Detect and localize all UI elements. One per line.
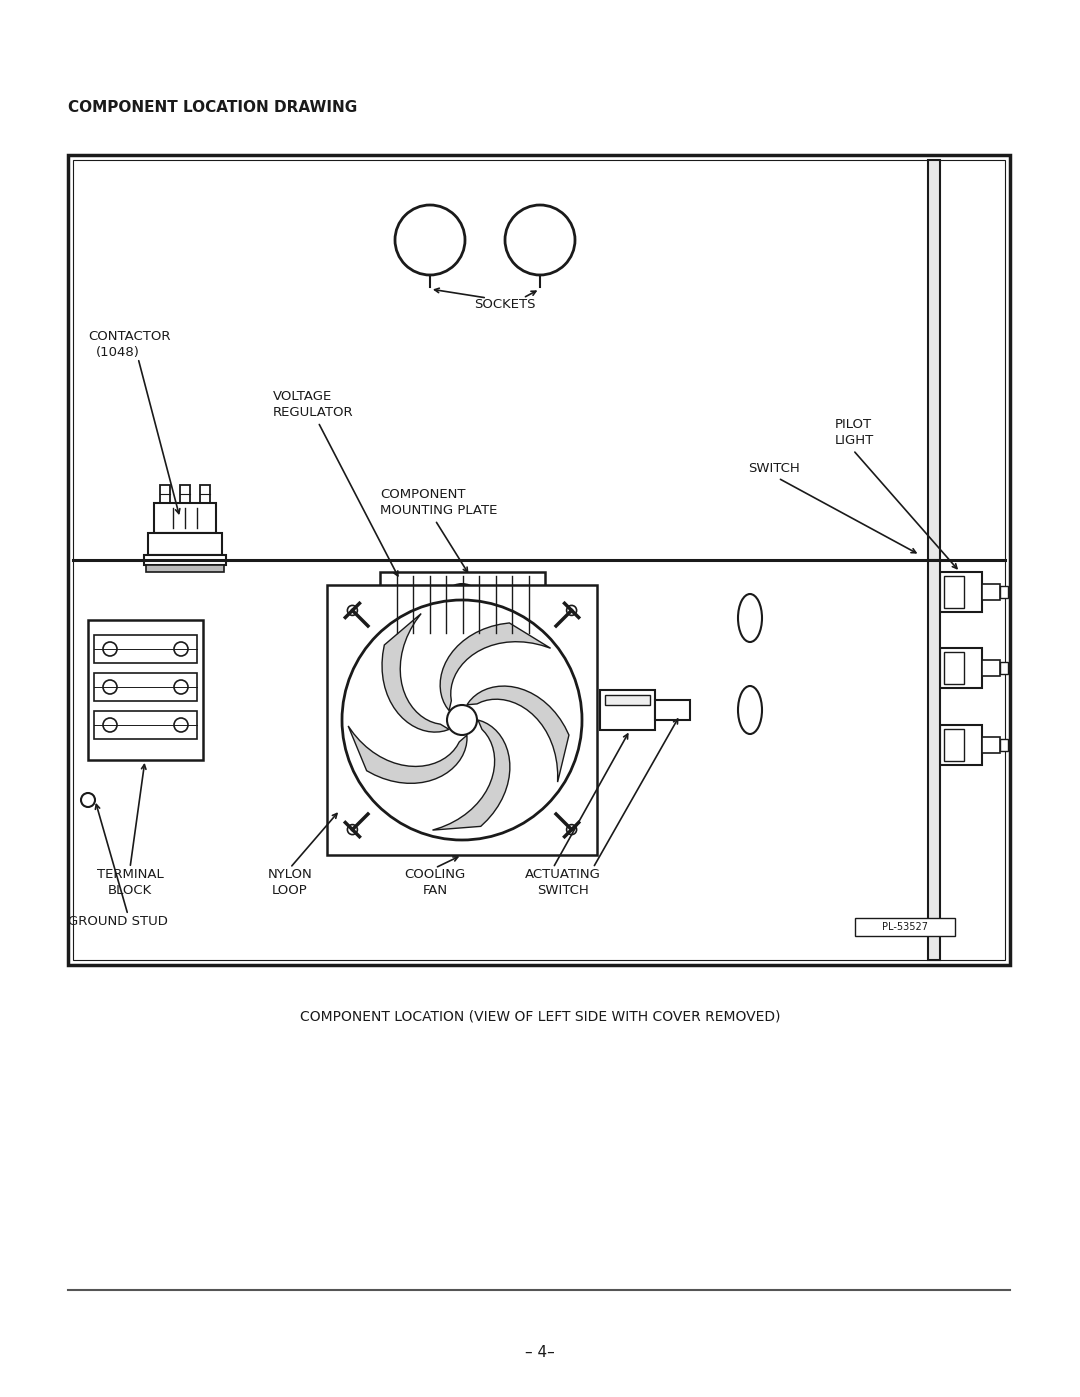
Circle shape — [103, 680, 117, 694]
Text: COOLING: COOLING — [404, 868, 465, 882]
Bar — [928, 560, 940, 960]
Text: PL-53527: PL-53527 — [882, 922, 928, 932]
Ellipse shape — [738, 594, 762, 643]
Circle shape — [174, 643, 188, 657]
Bar — [928, 161, 940, 560]
Text: COMPONENT: COMPONENT — [380, 488, 465, 502]
Text: SWITCH: SWITCH — [748, 462, 800, 475]
Bar — [94, 636, 197, 664]
Text: VOLTAGE: VOLTAGE — [273, 390, 333, 402]
Text: REGULATOR: REGULATOR — [273, 407, 353, 419]
Circle shape — [567, 605, 577, 616]
Bar — [160, 485, 170, 503]
Text: COMPONENT LOCATION DRAWING: COMPONENT LOCATION DRAWING — [68, 101, 357, 115]
Polygon shape — [432, 719, 510, 830]
Bar — [600, 690, 654, 731]
Bar — [1000, 739, 1008, 752]
Bar — [154, 503, 216, 534]
Bar — [605, 694, 650, 705]
Bar — [68, 155, 1010, 965]
Text: CONTACTOR: CONTACTOR — [87, 330, 171, 344]
Bar — [146, 564, 224, 571]
Bar — [940, 648, 982, 687]
Bar — [87, 620, 203, 760]
Bar — [73, 161, 1005, 960]
Text: NYLON: NYLON — [268, 868, 312, 882]
Circle shape — [567, 824, 577, 834]
Bar — [982, 584, 1000, 599]
Text: SOCKETS: SOCKETS — [474, 298, 536, 312]
Bar — [148, 534, 222, 555]
Bar — [944, 729, 964, 761]
Bar — [1000, 585, 1008, 598]
Bar — [944, 576, 964, 608]
Circle shape — [505, 205, 575, 275]
Bar — [94, 711, 197, 739]
Text: COMPONENT LOCATION (VIEW OF LEFT SIDE WITH COVER REMOVED): COMPONENT LOCATION (VIEW OF LEFT SIDE WI… — [300, 1010, 780, 1024]
Bar — [982, 738, 1000, 753]
Bar — [94, 673, 197, 701]
Text: (1048): (1048) — [96, 346, 140, 359]
Circle shape — [348, 605, 357, 616]
Circle shape — [447, 705, 477, 735]
Bar — [944, 652, 964, 685]
Bar — [855, 918, 955, 936]
Polygon shape — [348, 726, 467, 784]
Circle shape — [348, 824, 357, 834]
Text: SWITCH: SWITCH — [537, 884, 589, 897]
Bar — [940, 725, 982, 766]
Text: BLOCK: BLOCK — [108, 884, 152, 897]
Bar — [200, 485, 210, 503]
Polygon shape — [382, 613, 449, 732]
Bar — [982, 659, 1000, 676]
Polygon shape — [441, 623, 551, 711]
Text: LIGHT: LIGHT — [835, 434, 874, 447]
Bar — [180, 485, 190, 503]
Circle shape — [442, 584, 482, 624]
Bar — [940, 571, 982, 612]
Bar — [1000, 662, 1008, 673]
Circle shape — [395, 205, 465, 275]
Circle shape — [103, 643, 117, 657]
Circle shape — [342, 599, 582, 840]
Circle shape — [103, 718, 117, 732]
Text: FAN: FAN — [422, 884, 447, 897]
Text: GROUND STUD: GROUND STUD — [68, 915, 167, 928]
Bar — [654, 700, 690, 719]
Bar — [327, 585, 597, 855]
Polygon shape — [467, 686, 569, 782]
Text: PILOT: PILOT — [835, 418, 873, 432]
Bar — [144, 555, 226, 564]
Text: TERMINAL: TERMINAL — [96, 868, 163, 882]
Circle shape — [174, 718, 188, 732]
Circle shape — [81, 793, 95, 807]
Text: LOOP: LOOP — [272, 884, 308, 897]
Circle shape — [174, 680, 188, 694]
Text: MOUNTING PLATE: MOUNTING PLATE — [380, 504, 498, 517]
Bar — [380, 571, 545, 637]
Text: – 4–: – 4– — [525, 1345, 555, 1361]
Text: ACTUATING: ACTUATING — [525, 868, 600, 882]
Ellipse shape — [738, 686, 762, 733]
